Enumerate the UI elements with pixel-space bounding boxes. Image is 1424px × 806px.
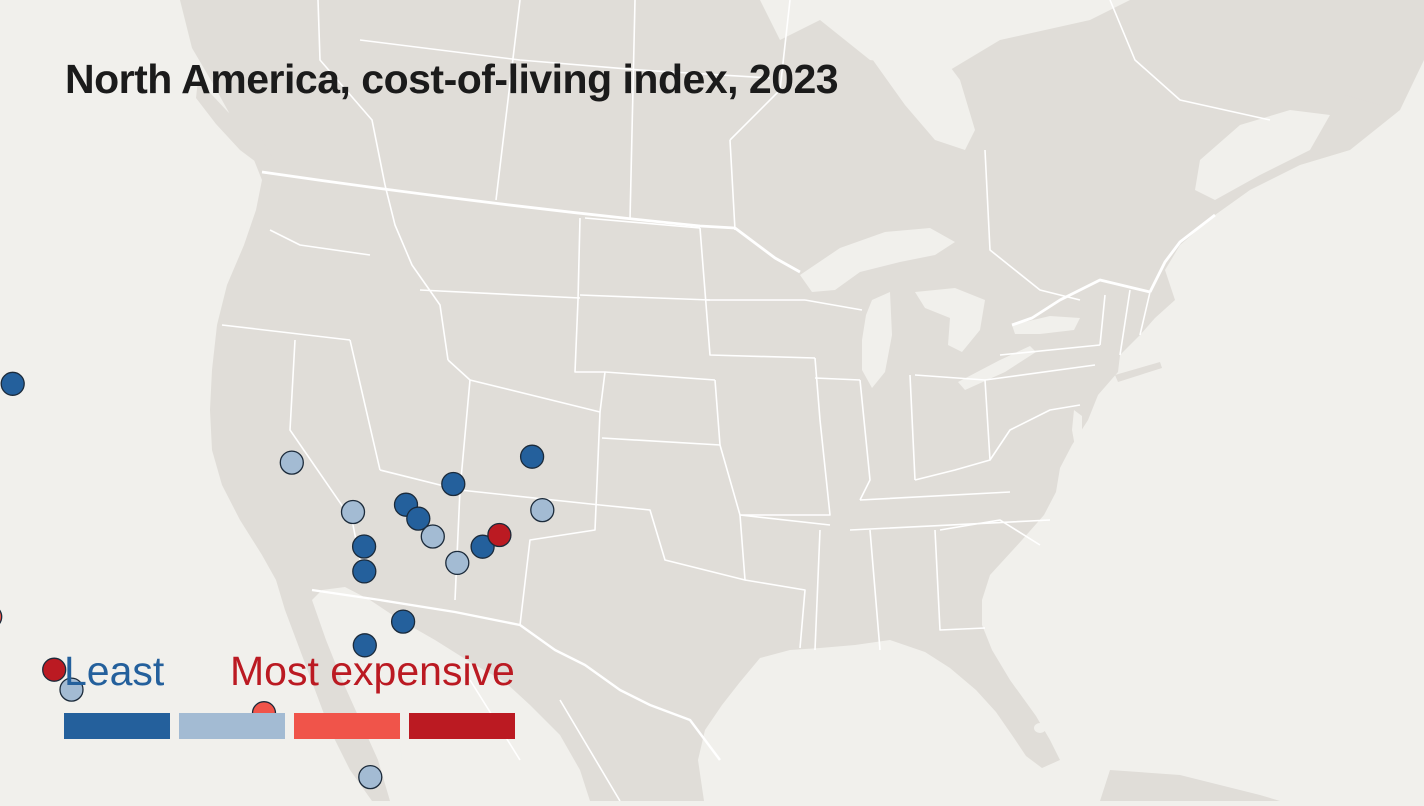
lake-okeechobee [1034, 723, 1046, 733]
border-ne-ks [601, 371, 721, 446]
land-vancouver-island [196, 80, 274, 168]
border-idaho-east [384, 184, 449, 361]
city-marker-cleveland[interactable] [406, 506, 431, 531]
border-mt-wy [419, 289, 581, 299]
border-bc-alberta [317, 0, 386, 186]
lake-ontario [1012, 316, 1080, 334]
city-marker-philadelphia[interactable] [470, 534, 495, 559]
lake-michigan [862, 292, 892, 388]
city-marker-calgary[interactable] [0, 371, 25, 396]
city-marker-san-diego[interactable] [59, 677, 84, 702]
city-marker-new-york[interactable] [487, 522, 512, 548]
legend-swatch-tier-4 [409, 713, 515, 739]
border-wa-or [269, 229, 371, 256]
city-markers [0, 371, 555, 790]
gulf-of-st-lawrence [1195, 110, 1330, 200]
land-long-island [1115, 362, 1162, 382]
legend-most-label: Most expensive [230, 648, 515, 694]
lake-superior [800, 228, 955, 292]
land-north-america [180, 0, 1424, 801]
map-title: North America, cost-of-living index, 202… [65, 56, 839, 102]
hudson-bay [840, 0, 975, 150]
border-canada-us [261, 170, 1216, 327]
border-mn-ia [699, 227, 816, 359]
border-ms-al-ga [814, 529, 986, 651]
border-new-england [1099, 289, 1151, 356]
city-marker-washington[interactable] [445, 550, 470, 576]
city-marker-boston[interactable] [530, 497, 555, 523]
border-ar-la [739, 514, 831, 649]
state-province-borders [221, 0, 1271, 802]
border-pa-ny [984, 344, 1101, 381]
lake-huron [915, 288, 985, 352]
city-marker-pittsburgh[interactable] [420, 524, 445, 549]
border-dakotas [574, 217, 711, 413]
border-ut-co [447, 359, 601, 413]
city-marker-san-francisco[interactable] [0, 605, 3, 628]
land-layer [180, 0, 1424, 801]
border-wi-il [804, 299, 863, 381]
border-us-mexico [311, 588, 721, 761]
border-alberta-sask [495, 0, 521, 201]
border-or-ca [221, 324, 351, 341]
border-manitoba-ontario [729, 0, 791, 231]
chesapeake-bay [1072, 410, 1082, 452]
city-marker-chicago[interactable] [340, 499, 366, 525]
border-ok-tx [599, 504, 746, 581]
city-marker-miami[interactable] [358, 764, 383, 790]
border-quebec-labrador [1109, 0, 1271, 121]
border-il-in [859, 374, 916, 501]
border-mo [714, 357, 831, 516]
land-newfoundland [1325, 20, 1410, 105]
legend-swatch-tier-1 [64, 713, 170, 739]
legend-swatch-tier-3 [294, 713, 400, 739]
border-va-wv [989, 404, 1081, 461]
border-az-nm [454, 489, 601, 601]
border-ky-tn [849, 491, 1051, 531]
legend-least-label: Least [64, 648, 165, 694]
city-marker-atlanta[interactable] [352, 633, 377, 658]
city-marker-indianapolis[interactable] [351, 534, 377, 559]
border-nm-tx [519, 411, 601, 626]
city-marker-minneapolis[interactable] [279, 450, 304, 475]
legend-swatches [64, 713, 515, 739]
city-marker-toronto[interactable] [441, 471, 466, 497]
legend-swatch-tier-2 [179, 713, 285, 739]
border-ontario-quebec [984, 149, 1081, 301]
city-marker-charlotte[interactable] [390, 609, 416, 634]
border-sc-nc [939, 519, 1041, 546]
city-marker-montreal[interactable] [519, 444, 545, 469]
city-marker-louisville[interactable] [352, 559, 377, 584]
border-sask-manitoba [629, 0, 636, 221]
border-nwt [359, 39, 771, 79]
land-cuba [1100, 770, 1280, 801]
city-marker-los-angeles[interactable] [42, 657, 67, 682]
